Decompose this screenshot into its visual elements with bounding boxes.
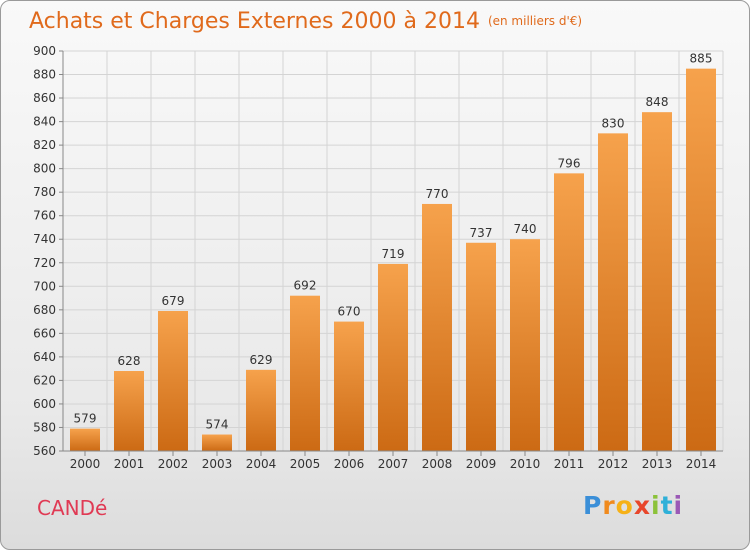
bar [598, 133, 628, 451]
x-tick-label: 2008 [422, 457, 453, 471]
y-tick-label: 880 [33, 68, 56, 82]
bar [158, 311, 188, 451]
y-tick-label: 600 [33, 397, 56, 411]
y-tick-label: 760 [33, 209, 56, 223]
x-tick-label: 2013 [642, 457, 673, 471]
proxiti-logo: Proxiti [583, 491, 683, 520]
logo-letter: i [673, 491, 684, 520]
logo-letter: t [660, 491, 674, 520]
data-label: 692 [294, 279, 317, 293]
x-tick-label: 2011 [554, 457, 585, 471]
y-tick-label: 720 [33, 256, 56, 270]
bar [202, 434, 232, 451]
data-label: 670 [338, 305, 361, 319]
x-tick-label: 2003 [202, 457, 233, 471]
data-label: 740 [514, 222, 537, 236]
logo-letter: o [615, 491, 634, 520]
data-label: 848 [646, 95, 669, 109]
x-tick-label: 2014 [686, 457, 717, 471]
y-tick-label: 900 [33, 44, 56, 58]
y-tick-label: 840 [33, 115, 56, 129]
x-tick-label: 2012 [598, 457, 629, 471]
logo-letter: P [583, 491, 603, 520]
logo-letter: i [651, 491, 661, 520]
y-tick-label: 640 [33, 350, 56, 364]
city-name: CANDé [37, 496, 108, 520]
data-label: 737 [470, 226, 493, 240]
y-tick-label: 580 [33, 420, 56, 434]
y-tick-label: 820 [33, 138, 56, 152]
x-tick-label: 2005 [290, 457, 321, 471]
y-tick-label: 700 [33, 279, 56, 293]
bar [290, 295, 320, 451]
bar [554, 173, 584, 451]
chart-title: Achats et Charges Externes 2000 à 2014 (e… [29, 9, 582, 34]
data-label: 885 [690, 52, 713, 66]
bar [114, 371, 144, 451]
y-tick-label: 740 [33, 232, 56, 246]
data-label: 574 [206, 418, 229, 432]
y-tick-label: 680 [33, 303, 56, 317]
data-label: 719 [382, 247, 405, 261]
y-tick-label: 860 [33, 91, 56, 105]
data-label: 796 [558, 156, 581, 170]
y-tick-label: 800 [33, 162, 56, 176]
bar [466, 242, 496, 451]
bars: 579 628 679 574 629 692 670 719 770 737 740 796 830 8… [70, 52, 716, 452]
logo-letter: r [602, 491, 616, 520]
x-tick-label: 2007 [378, 457, 409, 471]
bar [246, 369, 276, 451]
bar [642, 112, 672, 452]
x-tick-label: 2000 [70, 457, 101, 471]
x-tick-label: 2009 [466, 457, 497, 471]
y-tick-label: 660 [33, 326, 56, 340]
axes: 560 580 600 620 640 660 680 700 720 740 760 780 800 8… [33, 44, 723, 471]
x-tick-label: 2010 [510, 457, 541, 471]
logo-letter: x [633, 491, 651, 520]
y-tick-label: 560 [33, 444, 56, 458]
x-tick-label: 2002 [158, 457, 189, 471]
y-tick-label: 780 [33, 185, 56, 199]
x-tick-label: 2001 [114, 457, 145, 471]
chart-title-text: Achats et Charges Externes 2000 à 2014 [29, 9, 480, 34]
bar [334, 321, 364, 451]
bar [422, 203, 452, 451]
y-tick-label: 620 [33, 373, 56, 387]
data-label: 830 [602, 116, 625, 130]
bar [686, 68, 716, 451]
data-label: 629 [250, 353, 273, 367]
chart-subtitle: (en milliers d'€) [487, 14, 583, 28]
x-tick-label: 2006 [334, 457, 365, 471]
data-label: 679 [162, 294, 185, 308]
data-label: 628 [118, 354, 141, 368]
bar [70, 428, 100, 451]
bar [510, 239, 540, 451]
bar [378, 263, 408, 451]
x-tick-label: 2004 [246, 457, 277, 471]
data-label: 770 [426, 187, 449, 201]
data-label: 579 [74, 412, 97, 426]
